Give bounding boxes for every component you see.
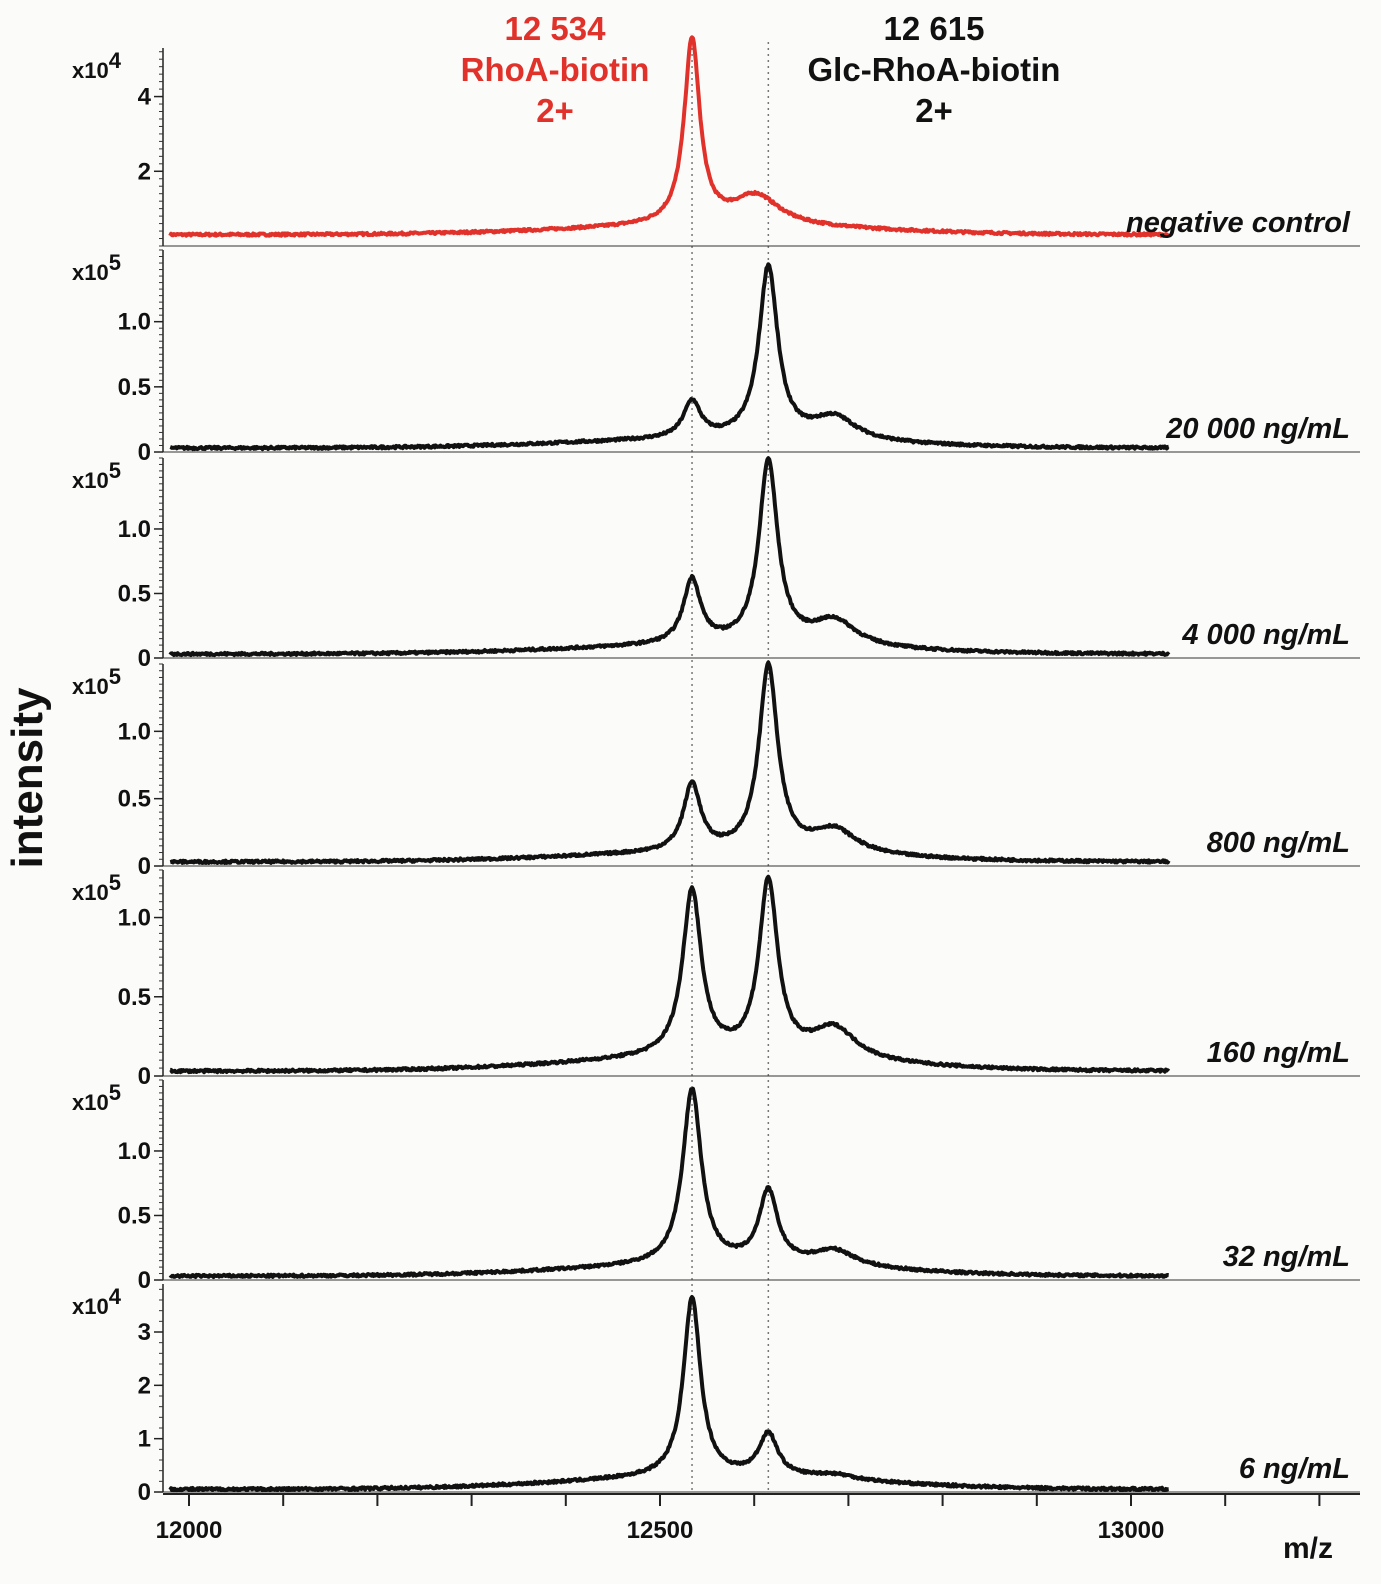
y-tick-label: 0.5 — [118, 580, 151, 607]
y-tick-label: 0 — [138, 853, 151, 880]
y-exponent-label: x105 — [72, 458, 121, 493]
x-tick-label: 12500 — [627, 1517, 694, 1544]
panel-32-ng-ml: 0 0.5 1.0 x105 32 ng/mL — [72, 1079, 1360, 1294]
panel-800-ng-ml: 0 0.5 1.0 x105 800 ng/mL — [72, 660, 1360, 880]
peak-label-rhoa-species: RhoA-biotin — [461, 51, 650, 88]
x-tick-label: 12000 — [156, 1517, 223, 1544]
y-tick-label: 1.0 — [118, 718, 151, 745]
y-tick-label: 0 — [138, 645, 151, 672]
panel-label-4-000-ng-ml: 4 000 ng/mL — [1181, 619, 1350, 651]
y-tick-label: 0.5 — [118, 984, 151, 1011]
panel-20-000-ng-ml: 0 0.5 1.0 x105 20 000 ng/mL — [72, 249, 1360, 466]
panel-label-negative-control: negative control — [1126, 207, 1351, 239]
y-tick-label: 0 — [138, 1479, 151, 1506]
panel-label-160-ng-ml: 160 ng/mL — [1207, 1037, 1350, 1069]
y-tick-label: 4 — [138, 84, 152, 111]
x-axis: 12000 12500 13000 — [156, 1493, 1360, 1544]
spectrum-line-6-ng-ml — [168, 1295, 1170, 1493]
y-tick-label: 0 — [138, 1063, 151, 1090]
y-tick-label: 0 — [138, 1267, 151, 1294]
y-exponent-label: x104 — [72, 48, 122, 83]
peak-label-glc-rhoa-mass: 12 615 — [884, 10, 985, 47]
y-exponent-label: x105 — [72, 664, 121, 699]
panel-6-ng-ml: 0 1 2 3 x104 6 ng/mL — [72, 1284, 1360, 1506]
y-exponent-label: x105 — [72, 1080, 121, 1115]
peak-label-glc-rhoa-charge: 2+ — [915, 92, 953, 129]
peak-label-rhoa-charge: 2+ — [536, 92, 574, 129]
spectrum-line-negative-control — [168, 35, 1171, 238]
y-tick-label: 0.5 — [118, 374, 151, 401]
panel-label-32-ng-ml: 32 ng/mL — [1223, 1241, 1350, 1273]
y-tick-label: 3 — [138, 1319, 151, 1346]
spectrum-line-20-000-ng-ml — [169, 262, 1170, 452]
y-tick-label: 1 — [138, 1426, 151, 1453]
panel-4-000-ng-ml: 0 0.5 1.0 x105 4 000 ng/mL — [72, 456, 1360, 672]
y-tick-label: 0.5 — [118, 786, 151, 813]
spectrum-line-800-ng-ml — [169, 660, 1171, 865]
y-tick-label: 1.0 — [118, 905, 151, 932]
spectrum-line-160-ng-ml — [169, 874, 1171, 1075]
panel-label-800-ng-ml: 800 ng/mL — [1207, 827, 1350, 859]
y-tick-label: 2 — [138, 1372, 151, 1399]
peak-label-glc-rhoa-species: Glc-RhoA-biotin — [808, 51, 1061, 88]
y-exponent-label: x105 — [72, 870, 121, 905]
y-exponent-label: x104 — [72, 1284, 122, 1319]
x-axis-title: m/z — [1283, 1532, 1333, 1565]
peak-labels: 12 534 RhoA-biotin 2+ 12 615 Glc-RhoA-bi… — [461, 10, 1061, 129]
y-tick-label: 0 — [138, 439, 151, 466]
y-tick-label: 1.0 — [118, 1138, 151, 1165]
y-tick-label: 1.0 — [118, 516, 151, 543]
panel-label-6-ng-ml: 6 ng/mL — [1239, 1453, 1350, 1485]
spectrum-line-4-000-ng-ml — [168, 456, 1171, 658]
panel-label-20-000-ng-ml: 20 000 ng/mL — [1165, 413, 1350, 445]
y-tick-label: 2 — [138, 158, 151, 185]
spectrum-line-32-ng-ml — [168, 1086, 1170, 1279]
y-exponent-label: x105 — [72, 250, 121, 285]
reference-lines — [691, 42, 770, 1494]
y-tick-label: 0.5 — [118, 1202, 151, 1229]
y-axis-title: intensity — [3, 687, 52, 868]
peak-label-rhoa-mass: 12 534 — [505, 10, 607, 47]
x-tick-label: 13000 — [1098, 1517, 1165, 1544]
panel-negative-control: 2 4 x104 negative control — [72, 35, 1360, 247]
y-tick-label: 1.0 — [118, 309, 151, 336]
